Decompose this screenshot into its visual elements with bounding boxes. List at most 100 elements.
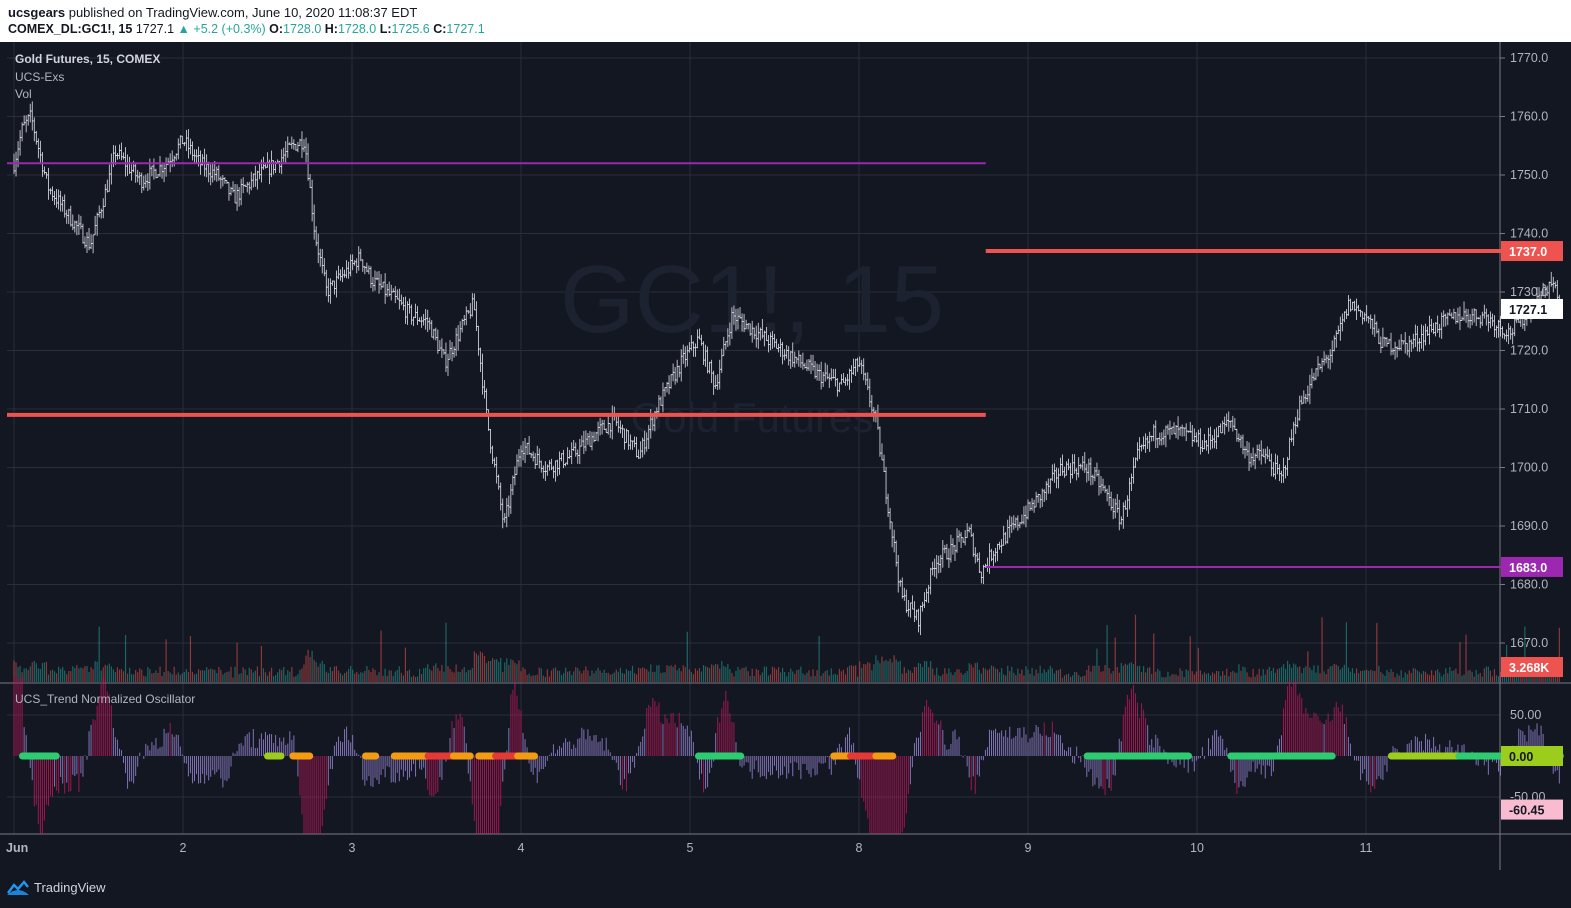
candle (1081, 455, 1084, 471)
volume-bar (1428, 675, 1431, 682)
volume-bar (688, 669, 690, 682)
candle (1314, 368, 1318, 381)
volume-bar (1418, 671, 1421, 682)
volume-bar (161, 675, 163, 682)
volume-bar (656, 665, 658, 682)
volume-bar (13, 660, 15, 682)
candle (1004, 532, 1007, 545)
volume-bar (86, 665, 88, 682)
candle (596, 421, 600, 442)
candle (1154, 420, 1157, 449)
author-name[interactable]: ucsgears (8, 5, 66, 20)
volume-bar (741, 668, 743, 682)
volume-bar (859, 661, 861, 682)
volume-bar (512, 660, 514, 682)
volume-bar (627, 670, 630, 682)
candle (1414, 324, 1417, 348)
time-axis[interactable]: Jun 2 3 4 5 8 9 10 11 (6, 841, 1373, 855)
volume-bar (986, 670, 989, 682)
volume-bar (29, 666, 31, 682)
volume-bar (108, 663, 110, 682)
volume-bar (250, 669, 252, 682)
volume-bar (502, 671, 504, 682)
volume-bar (15, 662, 17, 682)
volume-bar (1086, 669, 1088, 682)
volume-bar (944, 668, 946, 682)
volume-bar (640, 668, 642, 682)
volume-bar (400, 672, 402, 682)
candle (91, 234, 95, 254)
volume-bar (1213, 673, 1216, 682)
candle (945, 543, 949, 560)
candle (1053, 463, 1056, 483)
main-legend-title[interactable]: Gold Futures, 15, COMEX (15, 52, 161, 66)
volume-bar (1209, 675, 1212, 682)
volume-bar (216, 673, 218, 682)
candle (1397, 339, 1401, 351)
volume-bar (932, 668, 934, 682)
candle (61, 196, 64, 212)
volume-bar (516, 664, 518, 682)
candle (909, 602, 912, 618)
candle (1233, 418, 1237, 430)
candle (215, 166, 218, 182)
volume-bar (477, 655, 480, 682)
candle (1243, 446, 1247, 459)
candle (1065, 461, 1068, 476)
volume-bar (382, 675, 384, 682)
volume-bar (238, 674, 240, 682)
volume-bar (727, 664, 729, 682)
volume-bar (725, 666, 727, 682)
volume-bar (362, 672, 364, 682)
volume-bar (1516, 674, 1518, 682)
volume-bar (1039, 665, 1041, 682)
close-value: 1727.1 (446, 22, 485, 36)
volume-bar (1145, 672, 1147, 682)
volume-bar (414, 676, 417, 682)
badge-osc-zero: 0.00 (1501, 746, 1563, 766)
volume-bar (27, 670, 29, 682)
oscillator-legend[interactable]: UCS_Trend Normalized Oscillator (15, 692, 196, 706)
price-axis[interactable]: 1770.0 1760.0 1750.0 1740.0 1730.0 1720.0 1710… (1500, 51, 1548, 804)
volume-bar (1264, 674, 1266, 682)
chart-canvas[interactable]: GC1!, 15 Gold Futures 1770.01760.01750.0… (0, 42, 1571, 870)
volume-bar (1120, 663, 1122, 682)
volume-bar (692, 674, 694, 682)
volume-bar (646, 669, 648, 682)
candle (221, 174, 225, 187)
volume-bar (100, 670, 102, 682)
candle (1063, 466, 1066, 478)
volume-bar (1331, 665, 1333, 682)
candle (477, 325, 480, 356)
indicator-legend-ucs-exs[interactable]: UCS-Exs (15, 70, 65, 84)
candle (1280, 470, 1283, 484)
candle (104, 184, 107, 207)
volume-bar (431, 670, 433, 682)
volume-bar (1240, 670, 1242, 682)
candle (509, 484, 513, 514)
candle (1487, 314, 1490, 332)
indicator-legend-vol[interactable]: Vol (15, 87, 32, 101)
candle (821, 371, 825, 387)
volume-bar (1232, 670, 1234, 682)
candle (939, 554, 942, 573)
badge-volume-text: 3.268K (1509, 661, 1549, 675)
volume-bar (745, 666, 747, 682)
candle (359, 248, 362, 262)
volume-bar (1155, 671, 1157, 682)
volume-bar (390, 670, 392, 682)
volume-bar (287, 670, 289, 682)
volume-bar (1455, 668, 1457, 682)
last-price: 1727.1 (135, 22, 175, 36)
candle (974, 547, 977, 564)
volume-bar (45, 661, 48, 682)
volume-bar (733, 676, 735, 682)
volume-bar (763, 666, 765, 682)
volume-bar (581, 673, 583, 682)
candle (533, 453, 537, 470)
candle (1138, 437, 1141, 460)
volume-bar (372, 668, 374, 682)
tradingview-brand[interactable]: TradingView (34, 880, 106, 895)
volume-bar (700, 671, 703, 682)
volume-bar (272, 676, 275, 682)
